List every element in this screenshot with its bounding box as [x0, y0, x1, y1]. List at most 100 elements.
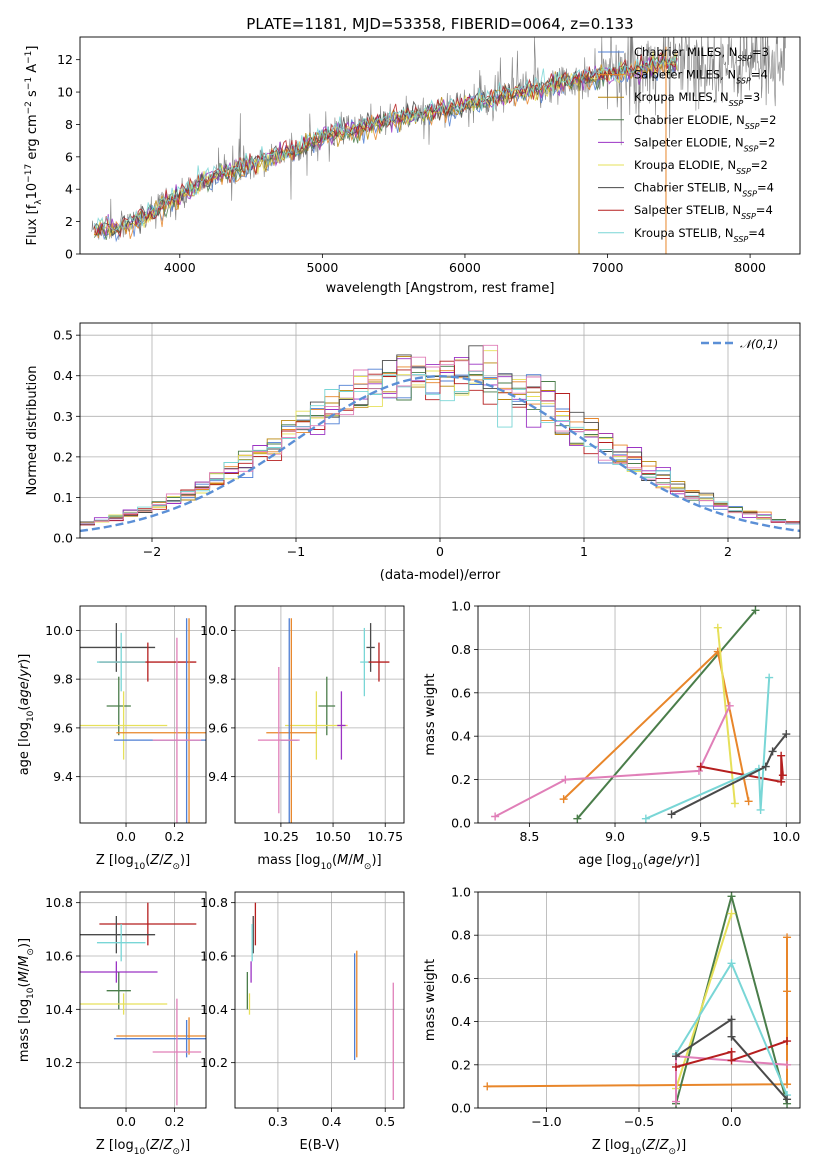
- series-marker: [727, 959, 736, 968]
- x-tick-label: 0.0: [116, 1114, 136, 1129]
- y-tick-label: 0.8: [451, 642, 471, 657]
- error-points: [80, 902, 206, 1106]
- age-massweight-panel: 8.5 9.0 9.5 10.0 0.0 0.2 0.4 0.6 0.8 1.0 age [log1…: [423, 599, 801, 872]
- y-tick-label: 10.0: [45, 623, 73, 638]
- x-tick-label: 2: [724, 544, 732, 559]
- series-line-salpeter-stelib: [700, 755, 784, 784]
- x-axis-label: Z [log10(Z/Z⊙)]: [96, 853, 190, 872]
- series-marker: [765, 673, 774, 682]
- series-marker: [768, 747, 777, 756]
- x-tick-label: 9.5: [691, 829, 711, 844]
- y-tick-label: 0.1: [53, 490, 73, 505]
- y-tick-label: 9.6: [53, 720, 73, 735]
- x-tick-label: −0.5: [624, 1114, 654, 1129]
- y-tick-label: 0.5: [53, 328, 73, 343]
- series-marker: [730, 799, 739, 808]
- series-marker: [783, 1037, 792, 1046]
- series-marker: [727, 1056, 736, 1065]
- axes-frame: [234, 891, 405, 1109]
- Z-mass-panel: 0.0 0.2 10.2 10.4 10.6 10.8 Z [log10(Z/Z⊙)] mas…: [17, 891, 207, 1157]
- error-points: [246, 902, 394, 1100]
- spectrum-lines: [91, 37, 786, 254]
- x-tick-label: 8.5: [519, 829, 539, 844]
- x-tick-label: 7000: [592, 260, 624, 275]
- model-spectrum-chabrier-elodie: [93, 55, 678, 241]
- axes-frame: [79, 322, 801, 539]
- y-tick-label: 0.0: [53, 531, 73, 546]
- series-marker: [744, 797, 753, 806]
- y-tick-label: 0: [65, 247, 73, 262]
- y-tick-label: 4: [65, 182, 73, 197]
- y-tick-label: 0.4: [451, 1014, 471, 1029]
- series-marker: [783, 933, 792, 942]
- y-tick-label: 6: [65, 149, 73, 164]
- x-tick-label: 10.0: [772, 829, 800, 844]
- series-line-chabrier-elodie: [576, 609, 757, 820]
- x-tick-label: 0: [436, 544, 444, 559]
- x-tick-label: −2: [143, 544, 161, 559]
- model-spectrum-salpeter-elodie: [93, 56, 678, 236]
- y-tick-label: 10.2: [45, 1055, 73, 1070]
- x-axis-label: Z [log10(Z/Z⊙)]: [592, 1138, 686, 1157]
- y-tick-label: 0.2: [53, 449, 73, 464]
- y-tick-label: 10.6: [45, 949, 73, 964]
- x-axis-label: age [log10(age/yr)]: [578, 853, 700, 872]
- series-marker: [672, 1052, 681, 1061]
- legend-label: Chabrier STELIB, NSSP=4: [634, 181, 774, 199]
- y-axis-label: Flux [fλ10−17 erg cm−2 s−1 A−1]: [24, 46, 44, 246]
- y-tick-label: 0.6: [451, 971, 471, 986]
- y-tick-label: 9.6: [208, 720, 228, 735]
- Z-age-panel: 0.0 0.2 9.4 9.6 9.8 10.0 Z [log10(Z/Z⊙)] age [l…: [17, 605, 207, 872]
- x-tick-label: 0.2: [165, 829, 185, 844]
- series-marker: [725, 701, 734, 710]
- x-tick-label: 10.75: [367, 829, 403, 844]
- y-tick-label: 0.0: [451, 1101, 471, 1116]
- x-axis-label: wavelength [Angstrom, rest frame]: [326, 281, 555, 296]
- y-tick-label: 2: [65, 214, 73, 229]
- y-tick-label: 10.8: [200, 895, 228, 910]
- series-marker: [751, 606, 760, 615]
- x-tick-label: 8000: [734, 260, 766, 275]
- legend-label: Kroupa STELIB, NSSP=4: [634, 226, 765, 244]
- y-axis-label: Normed distribution: [25, 366, 40, 496]
- y-tick-label: 0.6: [451, 685, 471, 700]
- series-marker: [727, 1015, 736, 1024]
- axes-frame: [234, 605, 405, 824]
- legend-label: Chabrier MILES, NSSP=3: [634, 45, 769, 63]
- series-marker: [483, 1082, 492, 1091]
- axes-frame: [79, 891, 207, 1109]
- legend-label: Chabrier ELODIE, NSSP=2: [634, 113, 776, 131]
- y-axis-label: mass weight: [423, 673, 438, 755]
- model-spectrum-salpeter-stelib: [93, 51, 678, 238]
- series-marker: [782, 730, 791, 739]
- series-marker: [761, 762, 770, 771]
- x-tick-label: 9.0: [605, 829, 625, 844]
- axes-frame: [79, 605, 207, 824]
- series-marker: [783, 1095, 792, 1104]
- y-tick-label: 9.4: [53, 769, 73, 784]
- y-tick-label: 0.2: [451, 772, 471, 787]
- series-marker: [491, 812, 500, 821]
- x-tick-label: 0.4: [322, 1114, 342, 1129]
- x-tick-label: 5000: [306, 260, 338, 275]
- series-marker: [667, 810, 676, 819]
- series-line-salpeter-stelib: [675, 1040, 788, 1068]
- x-tick-label: 0.0: [116, 829, 136, 844]
- x-tick-label: −1.0: [531, 1114, 561, 1129]
- x-axis-label: Z [log10(Z/Z⊙)]: [96, 1138, 190, 1157]
- series-marker: [713, 623, 722, 632]
- y-tick-label: 9.4: [208, 769, 228, 784]
- x-tick-label: 6000: [449, 260, 481, 275]
- y-tick-label: 0.3: [53, 409, 73, 424]
- error-points: [80, 618, 206, 823]
- series-line-kroupa-stelib: [645, 677, 771, 820]
- y-tick-label: 0.0: [451, 816, 471, 831]
- series-marker: [783, 1080, 792, 1089]
- series-marker: [559, 795, 568, 804]
- series-marker: [641, 814, 650, 823]
- series-marker: [672, 1097, 681, 1106]
- legend-label: Salpeter MILES, NSSP=4: [634, 68, 768, 86]
- x-axis-label: (data-model)/error: [380, 568, 501, 583]
- y-tick-label: 1.0: [451, 885, 471, 900]
